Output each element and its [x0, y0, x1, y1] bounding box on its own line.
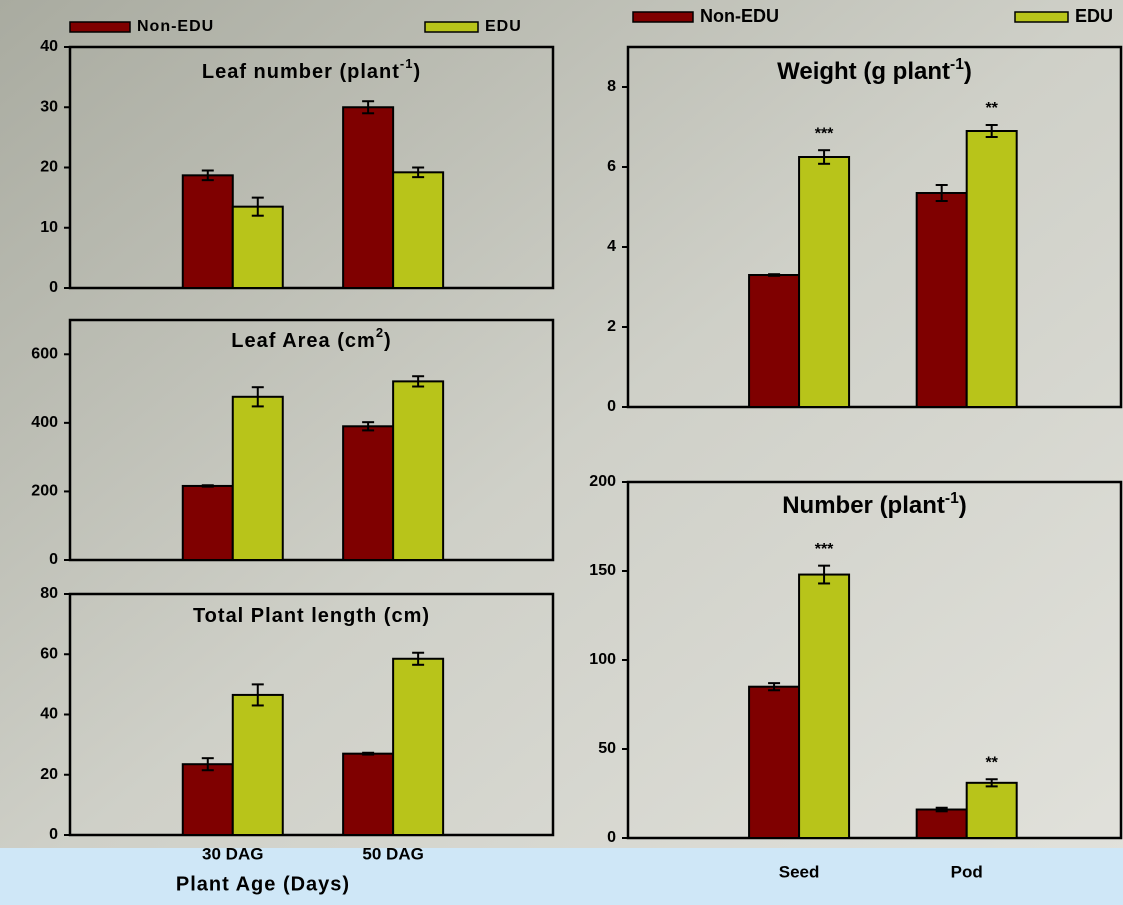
title-text: ) — [964, 58, 972, 85]
bar — [183, 486, 233, 560]
y-tick-label: 150 — [589, 562, 616, 579]
title-text: Weight (g plant — [777, 58, 950, 85]
y-tick-label: 6 — [607, 158, 616, 175]
bar — [343, 754, 393, 835]
bar — [183, 764, 233, 835]
legend-label: Non-EDU — [700, 6, 779, 26]
figure: 010203040Leaf number (plant-1)Non-EDUEDU… — [0, 0, 1123, 905]
y-tick-label: 40 — [40, 706, 58, 723]
y-tick-label: 50 — [598, 740, 616, 757]
y-tick-label: 100 — [589, 651, 616, 668]
bar — [393, 659, 443, 835]
y-tick-label: 400 — [31, 414, 58, 431]
y-tick-label: 2 — [607, 318, 616, 335]
y-tick-label: 200 — [31, 483, 58, 500]
bar — [917, 810, 967, 838]
title-superscript: 2 — [376, 325, 384, 340]
title-superscript: -1 — [400, 56, 414, 71]
bar — [233, 397, 283, 560]
x-axis-title: Plant Age (Days) — [176, 873, 350, 895]
y-tick-label: 0 — [607, 398, 616, 415]
bar — [343, 426, 393, 560]
bar — [233, 207, 283, 288]
y-tick-label: 0 — [607, 829, 616, 846]
error-bar — [202, 485, 214, 486]
bar — [967, 131, 1017, 407]
legend-swatch — [1015, 12, 1068, 22]
title-text: Number (plant — [782, 492, 945, 519]
y-tick-label: 60 — [40, 645, 58, 662]
y-tick-label: 0 — [49, 826, 58, 843]
y-tick-label: 30 — [40, 98, 58, 115]
bar — [393, 381, 443, 560]
y-tick-label: 80 — [40, 585, 58, 602]
x-tick-label: Pod — [951, 862, 983, 881]
significance-label: *** — [815, 125, 834, 142]
title-text: ) — [413, 61, 421, 83]
title-text: Leaf Area (cm — [231, 330, 376, 352]
legend-swatch — [425, 22, 478, 32]
error-bar — [768, 274, 780, 276]
bar — [749, 275, 799, 407]
legend-swatch — [633, 12, 693, 22]
title-text: Leaf number (plant — [202, 61, 400, 83]
y-tick-label: 0 — [49, 551, 58, 568]
bar — [233, 695, 283, 835]
title-text: Total Plant length (cm) — [193, 605, 430, 627]
y-tick-label: 200 — [589, 473, 616, 490]
bar — [799, 575, 849, 838]
y-tick-label: 20 — [40, 159, 58, 176]
bar — [967, 783, 1017, 838]
background — [0, 0, 1123, 905]
title-superscript: -1 — [950, 56, 964, 73]
bar — [917, 193, 967, 407]
y-tick-label: 10 — [40, 219, 58, 236]
error-bar — [362, 753, 374, 755]
chart-title: Leaf number (plant-1) — [202, 56, 421, 83]
y-tick-label: 8 — [607, 78, 616, 95]
x-tick-label: 50 DAG — [362, 844, 423, 863]
y-tick-label: 0 — [49, 279, 58, 296]
bar — [749, 687, 799, 838]
chart-title: Leaf Area (cm2) — [231, 325, 391, 352]
title-text: ) — [959, 492, 967, 519]
title-superscript: -1 — [945, 490, 959, 507]
x-tick-label: 30 DAG — [202, 844, 263, 863]
bar — [393, 172, 443, 288]
y-tick-label: 20 — [40, 766, 58, 783]
bar — [799, 157, 849, 407]
chart-title: Weight (g plant-1) — [777, 56, 972, 85]
title-text: ) — [384, 330, 392, 352]
y-tick-label: 40 — [40, 38, 58, 55]
legend-label: EDU — [485, 18, 522, 35]
legend-label: EDU — [1075, 6, 1113, 26]
legend-swatch — [70, 22, 130, 32]
bar — [343, 107, 393, 288]
chart-title: Total Plant length (cm) — [193, 605, 430, 627]
significance-label: ** — [985, 754, 998, 771]
y-tick-label: 600 — [31, 346, 58, 363]
significance-label: *** — [815, 541, 834, 558]
significance-label: ** — [985, 100, 998, 117]
legend-label: Non-EDU — [137, 18, 214, 35]
bar — [183, 175, 233, 288]
x-tick-label: Seed — [779, 862, 820, 881]
y-tick-label: 4 — [607, 238, 616, 255]
chart-title: Number (plant-1) — [782, 490, 967, 519]
